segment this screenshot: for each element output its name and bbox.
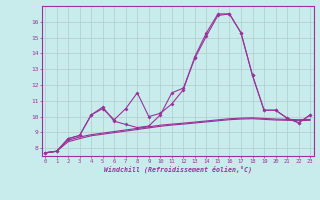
X-axis label: Windchill (Refroidissement éolien,°C): Windchill (Refroidissement éolien,°C) — [104, 166, 252, 173]
